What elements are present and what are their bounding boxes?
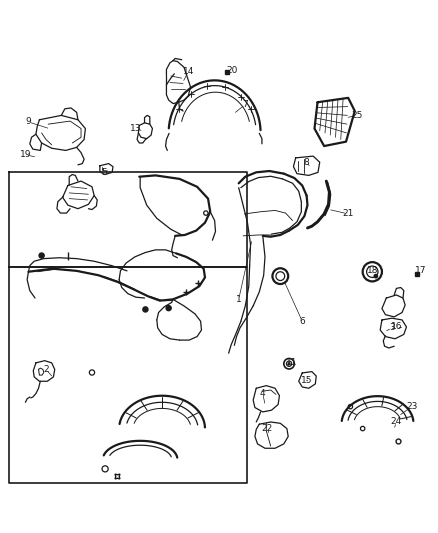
Text: 8: 8 <box>304 158 310 167</box>
Text: 1: 1 <box>236 295 242 304</box>
Text: 24: 24 <box>391 417 402 426</box>
Circle shape <box>288 363 290 365</box>
Text: 17: 17 <box>415 266 426 276</box>
Text: 19: 19 <box>20 150 31 159</box>
Text: 3: 3 <box>389 324 395 332</box>
Text: 20: 20 <box>226 66 238 75</box>
Text: 13: 13 <box>130 124 141 133</box>
Circle shape <box>39 253 44 258</box>
Text: 5: 5 <box>101 168 107 177</box>
Text: 25: 25 <box>351 111 363 120</box>
Text: 9: 9 <box>25 117 32 126</box>
Text: 4: 4 <box>260 389 265 398</box>
Text: 2: 2 <box>43 365 49 374</box>
Circle shape <box>166 305 171 311</box>
Text: 21: 21 <box>343 209 354 219</box>
Circle shape <box>374 274 378 278</box>
Text: 23: 23 <box>406 402 417 411</box>
Text: 18: 18 <box>367 265 378 274</box>
Text: 14: 14 <box>183 67 194 76</box>
Text: 22: 22 <box>261 424 273 433</box>
Text: 7: 7 <box>242 100 248 109</box>
Text: 6: 6 <box>299 317 305 326</box>
Circle shape <box>143 307 148 312</box>
Text: 16: 16 <box>391 322 402 332</box>
Text: 11: 11 <box>286 358 297 367</box>
Text: 15: 15 <box>301 376 312 385</box>
